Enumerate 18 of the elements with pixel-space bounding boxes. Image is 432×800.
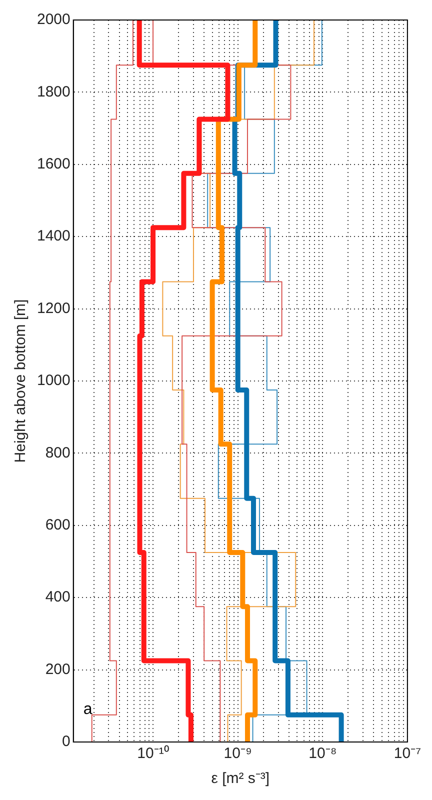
y-axis-title: Height above bottom [m] [12, 299, 30, 463]
x-axis-title: ε [m² s⁻³] [211, 770, 270, 788]
x-tick-label: 10⁻¹⁰ [137, 745, 169, 762]
y-tick-label: 1600 [36, 156, 70, 173]
x-tick-label: 10⁻⁹ [224, 745, 252, 762]
y-tick-label: 1200 [36, 300, 70, 317]
y-tick-label: 600 [45, 516, 70, 534]
y-tick-label: 400 [45, 588, 70, 606]
y-tick-label: 200 [45, 660, 70, 678]
annotation: a [83, 701, 92, 718]
x-tick-label: 10⁻⁷ [394, 745, 422, 762]
y-tick-label: 2000 [36, 11, 70, 28]
y-tick-label: 1800 [36, 83, 70, 100]
y-tick-label: 800 [45, 444, 70, 462]
y-tick-label: 1400 [36, 228, 70, 245]
y-tick-label: 0 [62, 733, 70, 750]
x-tick-label: 10⁻⁸ [308, 745, 337, 762]
y-tick-label: 1000 [36, 372, 70, 390]
